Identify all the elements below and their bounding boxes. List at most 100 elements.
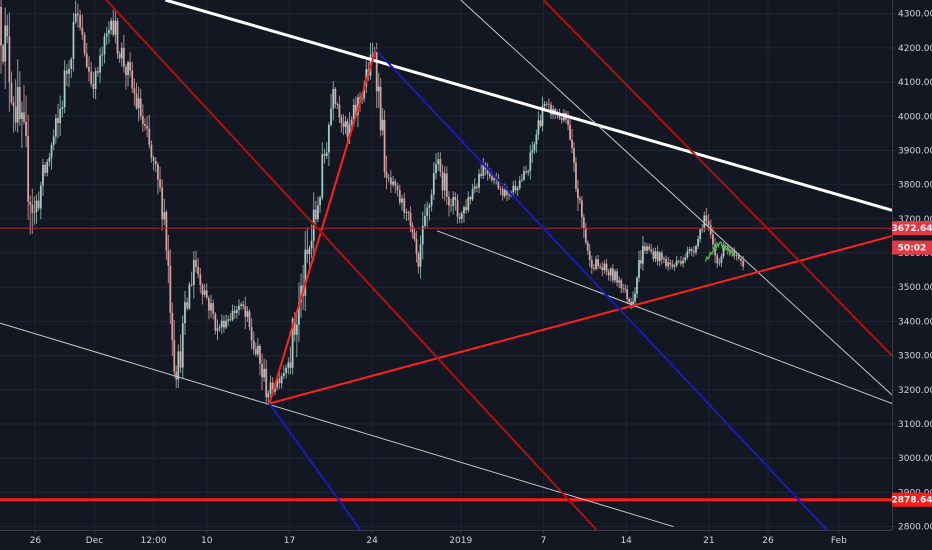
y-tick-label: 3500.00 — [898, 283, 932, 293]
candle-body — [628, 299, 631, 302]
candle-body — [675, 260, 678, 266]
candle-body — [471, 189, 474, 200]
candle-body — [103, 36, 106, 55]
y-tick-label: 4000.00 — [898, 112, 932, 122]
candle-body — [467, 197, 470, 211]
candle-body — [558, 114, 561, 118]
candle-body — [181, 323, 184, 368]
candle-body — [363, 85, 366, 99]
candle-body — [527, 170, 530, 173]
candle-body — [577, 188, 579, 199]
candle-body — [6, 25, 9, 37]
candle-body — [597, 259, 600, 267]
candle-body — [319, 197, 321, 206]
candle-body — [163, 212, 166, 220]
candle-body — [346, 121, 349, 137]
candle-body — [441, 171, 444, 191]
candle-body — [254, 348, 257, 355]
candle-body — [740, 258, 742, 261]
candle-body — [371, 53, 374, 55]
candle-body — [131, 70, 134, 89]
candle-body — [327, 124, 330, 153]
candle-body — [508, 194, 510, 196]
candle-body — [618, 280, 621, 283]
candle-body — [722, 246, 725, 257]
candle-body — [146, 125, 149, 129]
candle-body — [465, 207, 468, 211]
x-tick-label: 12:00 — [141, 536, 167, 546]
x-tick-label: 17 — [284, 536, 295, 546]
candle-body — [137, 98, 140, 109]
candle-body — [190, 284, 193, 286]
x-tick-label: 26 — [762, 536, 774, 546]
candle-body — [595, 259, 597, 269]
candle-body — [2, 45, 5, 62]
candle-body — [569, 124, 571, 140]
candle-body — [310, 240, 313, 249]
candle-body — [77, 13, 79, 16]
candle-body — [592, 267, 595, 269]
candle-body — [280, 375, 283, 384]
candle-body — [486, 169, 489, 174]
candle-body — [630, 301, 632, 305]
x-tick-label: 21 — [703, 536, 714, 546]
candle-body — [520, 179, 523, 181]
candle-body — [415, 239, 418, 254]
candle-body — [407, 212, 410, 213]
candle-body — [33, 212, 36, 213]
candle-body — [654, 251, 657, 259]
candle-body — [156, 164, 159, 180]
candle-body — [512, 185, 515, 193]
candle-body — [578, 198, 581, 201]
candle-body — [25, 121, 27, 136]
candle-body — [493, 178, 495, 181]
candle-body — [344, 121, 347, 127]
candle-body — [278, 378, 281, 384]
candle-body — [105, 33, 108, 37]
candle-body — [541, 106, 544, 127]
x-tick-label: 24 — [366, 536, 378, 546]
candle-body — [586, 242, 589, 251]
candle-body — [673, 265, 676, 267]
y-tick-label: 3000.00 — [898, 454, 932, 464]
candle-body — [688, 249, 691, 252]
candle-body — [203, 290, 206, 295]
y-tick-label: 3700.00 — [898, 215, 932, 225]
price-tag-box — [892, 221, 932, 236]
candle-body — [432, 173, 435, 195]
candle-body — [682, 260, 684, 264]
y-tick-label: 2800.00 — [898, 523, 932, 533]
candle-body — [101, 54, 104, 56]
candle-body — [186, 302, 189, 309]
candle-body — [70, 58, 73, 69]
candle-body — [154, 160, 157, 165]
trend-line — [268, 49, 377, 404]
candle-body — [396, 185, 399, 191]
trend-line — [164, 0, 893, 212]
candle-body — [417, 253, 420, 267]
candle-body — [242, 304, 245, 307]
candle-body — [192, 259, 195, 285]
y-tick-label: 4200.00 — [898, 44, 932, 54]
candle-body — [99, 55, 101, 73]
candle-body — [454, 197, 457, 201]
candle-body — [428, 205, 431, 208]
candle-body — [214, 313, 217, 331]
x-tick-label: 2019 — [449, 536, 472, 546]
candle-body — [274, 387, 276, 392]
time-axis — [0, 530, 932, 550]
candle-body — [735, 255, 738, 257]
candle-body — [175, 371, 178, 380]
candle-body — [607, 271, 610, 276]
candle-body — [120, 47, 123, 59]
candle-body — [227, 319, 230, 321]
price-tag-box — [892, 492, 932, 507]
candle-body — [707, 221, 710, 226]
candle-body — [96, 71, 99, 73]
y-tick-label: 4300.00 — [898, 10, 932, 20]
candle-body — [506, 189, 508, 195]
candle-body — [475, 186, 478, 188]
candle-body — [72, 21, 75, 59]
